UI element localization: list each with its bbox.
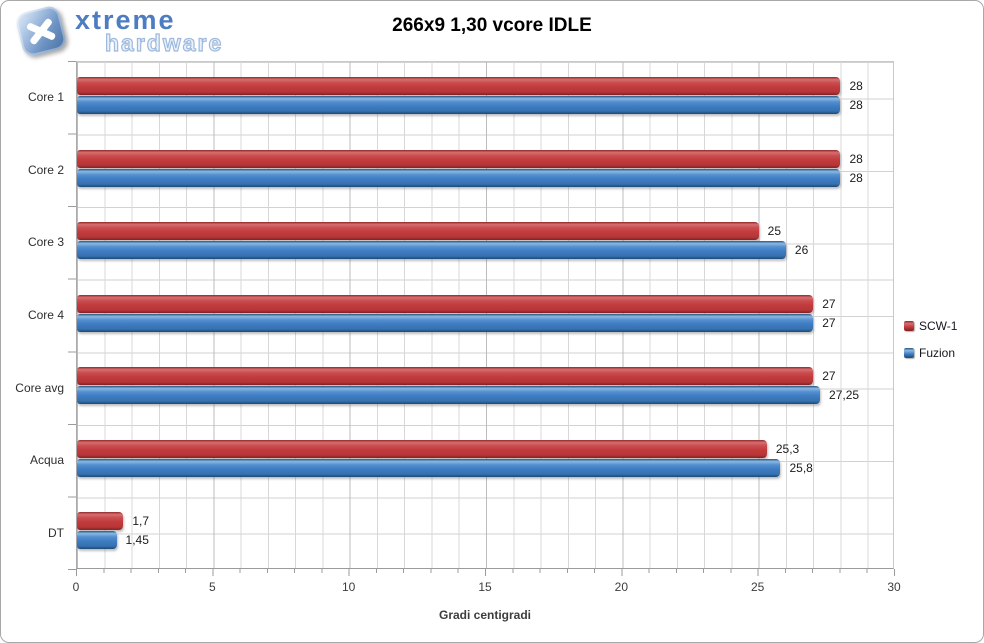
- category-label: Core 1: [27, 90, 64, 105]
- bar: [77, 531, 117, 550]
- logo-text: xtreme hardware: [75, 5, 224, 56]
- bar-value-label: 1,45: [125, 533, 149, 548]
- legend-label: Fuzion: [919, 346, 956, 360]
- bar-value-label: 27: [822, 369, 836, 384]
- x-axis-title: Gradi centigradi: [438, 608, 532, 622]
- legend-swatch-icon: [904, 321, 914, 331]
- category-label: Core 3: [27, 235, 64, 250]
- legend-label: SCW-1: [919, 319, 958, 333]
- bar: [77, 367, 814, 386]
- bar: [77, 77, 841, 95]
- bar-value-label: 1,7: [132, 514, 150, 529]
- bar-value-label: 27: [822, 296, 836, 311]
- category-label: Core 4: [27, 307, 64, 322]
- x-tick-label: 30: [887, 580, 901, 594]
- logo-brand-bottom: hardware: [104, 30, 224, 56]
- bar: [77, 439, 767, 458]
- category-axis-ticks: [68, 61, 76, 570]
- legend-swatch-icon: [904, 348, 914, 358]
- bar: [77, 168, 841, 187]
- category-label: Core 2: [27, 162, 64, 177]
- bar: [77, 149, 841, 168]
- x-tick-label: 20: [614, 580, 629, 594]
- x-axis-tick-labels: 0 5 10 15 20 25 30: [72, 580, 901, 596]
- bar-value-label: 28: [849, 170, 863, 185]
- x-tick-label: 10: [341, 580, 356, 594]
- xtreme-hardware-logo: xtreme hardware: [13, 3, 243, 61]
- bar-value-label: 27,25: [829, 388, 860, 403]
- bar: [77, 313, 814, 332]
- legend-item: Fuzion: [904, 346, 980, 360]
- bar: [77, 222, 759, 241]
- logo-brand-top: xtreme: [75, 5, 176, 35]
- bar-value-label: 25,8: [789, 460, 813, 475]
- x-tick-label: 0: [72, 580, 80, 594]
- bar: [77, 458, 781, 477]
- bar-value-label: 25: [767, 224, 782, 239]
- x-tick-label: 5: [208, 580, 216, 594]
- bar: [77, 386, 821, 405]
- chart-title: 266x9 1,30 vcore IDLE: [392, 15, 592, 36]
- x-tick-label: 15: [478, 580, 492, 594]
- category-label: DT: [48, 525, 64, 540]
- category-label: Acqua: [29, 453, 64, 468]
- bar-value-label: 27: [822, 315, 836, 330]
- legend-item: SCW-1: [904, 319, 980, 333]
- bar-value-label: 28: [849, 79, 863, 93]
- legend: SCW-1 Fuzion: [904, 319, 980, 373]
- category-axis-labels: Core 1 Core 2 Core 3 Core 4 Core avg Acqua DT: [1, 61, 64, 569]
- bar: [77, 512, 124, 531]
- bar: [77, 241, 786, 260]
- bar: [77, 96, 841, 114]
- bar-value-label: 28: [849, 151, 863, 166]
- bar-value-label: 25,3: [775, 441, 800, 456]
- category-label: Core avg: [15, 380, 64, 395]
- x-tick-label: 25: [750, 580, 765, 594]
- bar: [77, 294, 814, 313]
- x-axis-major-ticks: [76, 569, 895, 576]
- plot-area: 28 28 28 28 25 26 27 27 27 27,25 25,3 25,8 1,7 1,45: [76, 61, 894, 569]
- bar-value-label: 26: [794, 243, 809, 258]
- bar-value-label: 28: [849, 98, 863, 112]
